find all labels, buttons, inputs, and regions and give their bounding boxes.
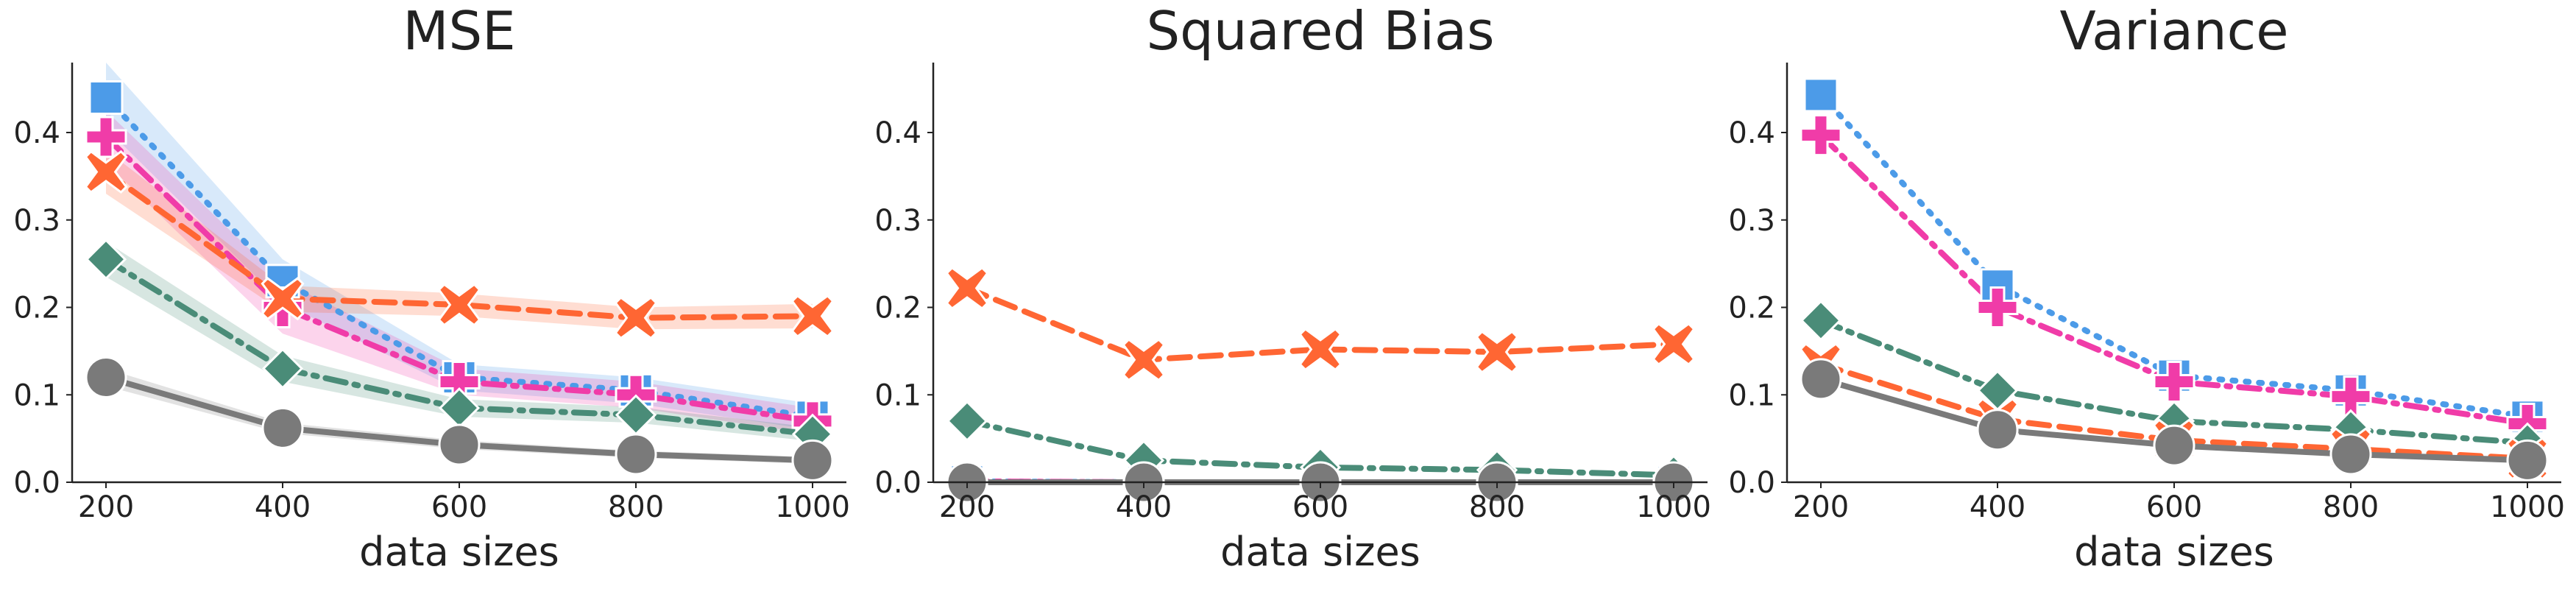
data-point	[1475, 330, 1519, 374]
data-point	[261, 406, 304, 449]
y-tick-label: 0.4	[13, 116, 60, 150]
x-axis-label: data sizes	[2074, 529, 2274, 575]
x-tick-label: 800	[1469, 490, 1525, 524]
data-point	[2153, 424, 2195, 467]
x-tick-label: 200	[78, 490, 134, 524]
y-tick-label: 0.1	[874, 378, 921, 412]
y-tick-label: 0.2	[874, 292, 921, 325]
series-line	[1818, 91, 2530, 420]
data-point	[261, 277, 305, 321]
data-point	[946, 400, 988, 442]
x-tick-label: 400	[1116, 490, 1172, 524]
confidence-band	[106, 63, 813, 430]
x-tick-label: 800	[2323, 490, 2379, 524]
data-point	[85, 239, 127, 281]
chart-panel-3: Variance 0.0 0.1 0.2 0.3 0.4 200 400 600 800 1000 d…	[1728, 0, 2565, 575]
y-tick-label: 0.0	[13, 466, 60, 500]
data-point	[1800, 300, 1842, 342]
x-tick-label: 400	[1970, 490, 2025, 524]
data-point	[1976, 409, 2019, 451]
data-point	[1800, 358, 1842, 401]
data-point	[437, 283, 481, 327]
series-group	[1799, 77, 2550, 482]
x-tick-label: 600	[431, 490, 487, 524]
data-point	[1652, 322, 1696, 366]
y-tick-label: 0.0	[874, 466, 921, 500]
x-tick-label: 800	[608, 490, 664, 524]
data-point	[2329, 433, 2372, 476]
x-tick-label: 1000	[1636, 490, 1711, 524]
data-point	[84, 149, 128, 194]
y-tick-label: 0.2	[13, 292, 60, 325]
data-point	[1298, 327, 1342, 372]
series-line	[964, 285, 1677, 363]
chart-panel-1: MSE 0.0 0.1 0.2 0.3 0.4 200 400 600 800 1000 data s…	[13, 0, 850, 575]
data-point	[790, 294, 835, 338]
y-tick-label: 0.3	[874, 204, 921, 238]
y-tick-label: 0.1	[1728, 378, 1775, 412]
series-group	[945, 266, 1696, 504]
x-tick-label: 200	[939, 490, 995, 524]
data-point	[438, 423, 481, 466]
data-point	[2506, 439, 2549, 482]
chart-panel-2: Squared Bias 0.0 0.1 0.2 0.3 0.4 200 400 600 800 1…	[874, 0, 1711, 575]
y-tick-label: 0.3	[13, 204, 60, 238]
data-point	[615, 433, 657, 476]
chart-title: Squared Bias	[1146, 0, 1494, 62]
x-tick-label: 600	[2146, 490, 2202, 524]
data-point	[2153, 360, 2195, 403]
x-axis-label: data sizes	[1220, 529, 1420, 575]
y-tick-label: 0.0	[1728, 466, 1775, 500]
y-tick-label: 0.4	[874, 116, 921, 150]
y-tick-label: 0.1	[13, 378, 60, 412]
data-point	[261, 348, 304, 389]
chart-title: MSE	[403, 0, 515, 62]
data-point	[88, 80, 124, 115]
chart-title: Variance	[2059, 0, 2288, 62]
y-tick-label: 0.4	[1728, 116, 1775, 150]
x-tick-label: 200	[1793, 490, 1849, 524]
data-point	[1122, 338, 1166, 382]
data-point	[1800, 114, 1842, 157]
x-tick-label: 600	[1292, 490, 1348, 524]
x-tick-label: 400	[255, 490, 311, 524]
x-tick-label: 1000	[775, 490, 850, 524]
data-point	[614, 296, 658, 340]
confidence-band	[106, 149, 813, 330]
data-point	[945, 266, 989, 310]
x-tick-label: 1000	[2490, 490, 2565, 524]
y-tick-label: 0.2	[1728, 292, 1775, 325]
series-group	[84, 63, 835, 482]
y-tick-label: 0.3	[1728, 204, 1775, 238]
data-point	[1976, 286, 2019, 328]
x-axis-label: data sizes	[359, 529, 559, 575]
data-point	[1803, 77, 1839, 113]
data-point	[85, 356, 127, 398]
data-point	[791, 439, 834, 482]
